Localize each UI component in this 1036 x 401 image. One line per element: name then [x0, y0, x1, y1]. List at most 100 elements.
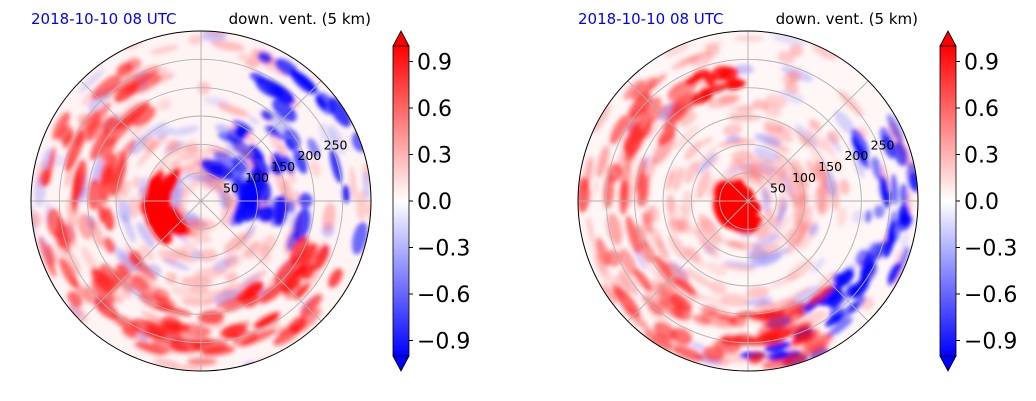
field-negative-speck [747, 248, 768, 262]
field-positive-band [67, 291, 83, 308]
field-positive-speck [196, 289, 231, 297]
field-positive-speck [141, 136, 156, 150]
colorbar-tick-label: −0.6 [964, 283, 1017, 308]
field-positive-speck [349, 166, 357, 202]
radial-tick-label: 250 [871, 137, 895, 152]
field-strong-negative [764, 341, 792, 352]
left-colorbar-ticks: 0.9 0.6 0.3 0.0 −0.3 −0.6 −0.9 [409, 51, 470, 355]
field-negative-speck [247, 115, 260, 125]
field-strong-negative [881, 135, 895, 159]
colorbar-tick-label: 0.3 [417, 144, 452, 169]
field-positive-speck [613, 274, 630, 296]
field-positive-band [578, 177, 590, 213]
field-positive-speck [811, 42, 838, 60]
field-positive-speck [261, 235, 277, 253]
field-positive-speck [197, 248, 218, 262]
field-positive-speck [673, 124, 700, 150]
right-colorbar: 0.9 0.6 0.3 0.0 −0.3 −0.6 −0.9 [939, 30, 1017, 372]
radial-tick-label: 150 [818, 159, 842, 174]
field-strong-positive [717, 204, 736, 225]
field-positive-band [633, 269, 652, 292]
field-positive-band [128, 250, 143, 266]
field-strong-negative [887, 262, 902, 287]
radial-tick-label: 150 [271, 159, 295, 174]
field-positive-band [806, 341, 829, 357]
field-positive-band [300, 293, 323, 318]
field-positive-speck [220, 196, 238, 227]
angular-grid-line [80, 200, 202, 322]
field-strong-negative [873, 205, 885, 219]
field-positive-speck [720, 293, 750, 307]
field-strong-negative [864, 210, 872, 223]
field-negative-speck [834, 110, 856, 135]
field-negative-speck [758, 162, 776, 175]
field-strong-negative [200, 159, 233, 181]
field-positive-speck [650, 227, 664, 250]
field-positive-speck [122, 179, 131, 199]
field-positive-speck [157, 249, 178, 265]
field-strong-negative [887, 113, 904, 143]
left-polar-frame [30, 30, 372, 372]
field-positive-band [258, 282, 285, 304]
field-positive-speck [684, 268, 712, 288]
field-strong-negative [272, 98, 297, 122]
field-negative-speck [118, 200, 131, 224]
field-positive-speck [763, 126, 794, 143]
field-positive-band [595, 237, 610, 267]
field-positive-speck [786, 259, 813, 281]
colorbar-tick-label: 0.3 [964, 144, 999, 169]
radial-tick-label: 50 [223, 181, 239, 196]
field-positive-speck [593, 179, 599, 195]
field-positive-band [631, 76, 657, 102]
field-positive-band [77, 213, 95, 240]
field-positive-speck [705, 262, 727, 276]
field-positive-speck [796, 194, 805, 226]
field-positive-speck [237, 53, 262, 66]
field-positive-speck [586, 216, 595, 244]
field-positive-band [641, 294, 664, 316]
field-positive-band [102, 207, 115, 231]
left-title-variable: down. vent. (5 km) [229, 10, 371, 28]
field-positive-speck [696, 170, 711, 200]
field-strong-negative [307, 138, 320, 159]
field-positive-band [222, 302, 244, 313]
right-polar-grid [578, 31, 918, 371]
field-positive-band [610, 283, 625, 301]
field-strong-negative [871, 156, 883, 181]
field-negative-speck [213, 254, 238, 269]
field-positive-speck [753, 302, 776, 310]
field-positive-band [642, 210, 654, 234]
field-positive-band [129, 274, 149, 293]
colorbar-tick-label: 0.9 [964, 51, 999, 76]
field-strong-negative [229, 166, 247, 189]
field-negative-speck [751, 233, 781, 249]
left-colorbar: 0.9 0.6 0.3 0.0 −0.3 −0.6 −0.9 [392, 30, 470, 372]
field-positive-band [623, 123, 640, 150]
field-positive-band [672, 304, 692, 321]
field-positive-speck [782, 73, 796, 87]
field-strong-negative [329, 149, 342, 184]
field-positive-band [113, 82, 140, 102]
field-positive-band [674, 277, 696, 295]
field-positive-band [639, 241, 656, 264]
field-strong-negative [213, 150, 240, 171]
field-positive-band [94, 297, 118, 320]
field-positive-speck [594, 252, 608, 278]
field-positive-speck [119, 256, 143, 280]
field-positive-band [130, 318, 164, 339]
colorbar-tick-label: 0.9 [417, 51, 452, 76]
field-strong-negative [257, 205, 274, 223]
field-positive-band [115, 101, 150, 130]
field-positive-speck [150, 45, 179, 55]
field-positive-speck [131, 175, 141, 189]
field-positive-band [91, 278, 116, 305]
field-positive-speck [783, 286, 813, 303]
field-positive-speck [269, 133, 286, 156]
field-strong-positive [732, 197, 762, 215]
field-strong-negative [249, 72, 267, 84]
field-negative-speck [771, 33, 806, 46]
colorbar-tick-label: 0.6 [964, 97, 999, 122]
field-positive-speck [765, 94, 788, 108]
field-positive-band [674, 345, 704, 362]
